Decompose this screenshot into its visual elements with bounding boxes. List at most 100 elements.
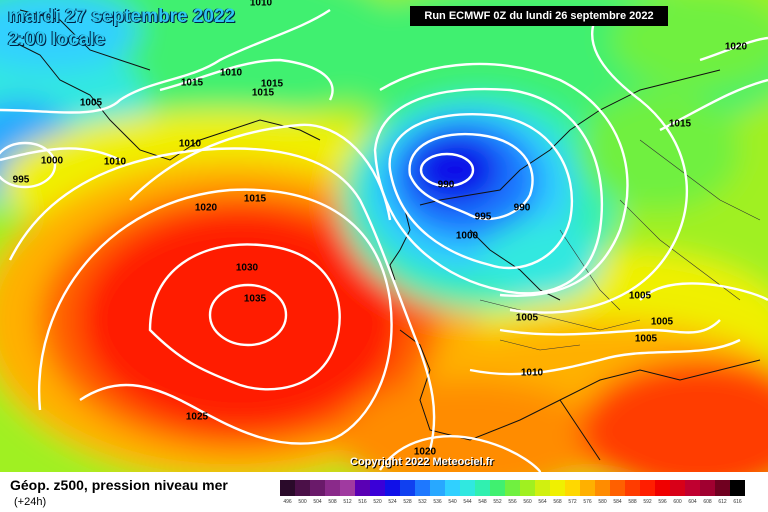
- legend-value: 508: [328, 499, 337, 505]
- legend-value: 568: [553, 499, 562, 505]
- isobar-label: 1010: [520, 367, 544, 379]
- isobar-label: 1010: [103, 156, 127, 168]
- isobar-label: 1025: [185, 411, 209, 423]
- legend-value: 528: [403, 499, 412, 505]
- isobar-label: 995: [12, 174, 30, 186]
- isobar-label: 1000: [40, 155, 64, 167]
- isobar-label: 1035: [243, 293, 267, 305]
- isobar-label: 1005: [650, 316, 674, 328]
- legend-swatch: 576: [580, 480, 595, 505]
- legend-value: 596: [658, 499, 667, 505]
- legend-swatch: 552: [490, 480, 505, 505]
- legend-swatch: 592: [640, 480, 655, 505]
- color-scale: 496 500 504 508 512 516 520 524 528 532 536 540 544 5…: [280, 480, 745, 505]
- legend-value: 552: [493, 499, 502, 505]
- isobar-label: 995: [474, 211, 492, 223]
- legend-swatch: 584: [610, 480, 625, 505]
- legend-value: 532: [418, 499, 427, 505]
- legend-value: 560: [523, 499, 532, 505]
- legend-value: 592: [643, 499, 652, 505]
- isobar-label: 1020: [413, 446, 437, 458]
- legend-swatch: 612: [715, 480, 730, 505]
- legend-value: 612: [718, 499, 727, 505]
- legend-value: 496: [283, 499, 292, 505]
- legend-swatch: 524: [385, 480, 400, 505]
- legend-swatch: 600: [670, 480, 685, 505]
- legend-swatch: 532: [415, 480, 430, 505]
- legend-swatch: 560: [520, 480, 535, 505]
- legend-value: 584: [613, 499, 622, 505]
- forecast-map: mardi 27 septembre 2022 2:00 locale Run …: [0, 0, 768, 472]
- legend-value: 576: [583, 499, 592, 505]
- legend-swatch: 588: [625, 480, 640, 505]
- legend-swatch: 504: [310, 480, 325, 505]
- isobar-label: 1015: [180, 77, 204, 89]
- legend-swatch: 596: [655, 480, 670, 505]
- legend-value: 524: [388, 499, 397, 505]
- isobar-label: 1010: [249, 0, 273, 9]
- isobar-label: 1015: [243, 193, 267, 205]
- legend-value: 520: [373, 499, 382, 505]
- legend-swatch: 528: [400, 480, 415, 505]
- legend-title: Géop. z500, pression niveau mer: [10, 477, 228, 493]
- forecast-date: mardi 27 septembre 2022: [8, 6, 236, 27]
- legend-value: 604: [688, 499, 697, 505]
- forecast-time: 2:00 locale: [8, 29, 106, 50]
- legend-value: 548: [478, 499, 487, 505]
- isobar-label: 1010: [178, 138, 202, 150]
- legend-swatch: 500: [295, 480, 310, 505]
- legend-swatch: 572: [565, 480, 580, 505]
- legend-swatch: 580: [595, 480, 610, 505]
- legend-value: 616: [733, 499, 742, 505]
- legend-value: 580: [598, 499, 607, 505]
- legend-value: 512: [343, 499, 352, 505]
- legend-swatch: 536: [430, 480, 445, 505]
- legend-value: 556: [508, 499, 517, 505]
- isobar-label: 1030: [235, 262, 259, 274]
- legend-value: 500: [298, 499, 307, 505]
- isobar-label: 1005: [515, 312, 539, 324]
- isobars: [0, 9, 768, 472]
- isobar-label: 990: [513, 202, 531, 214]
- legend-swatch: 556: [505, 480, 520, 505]
- legend-swatch: 512: [340, 480, 355, 505]
- legend-swatch: 520: [370, 480, 385, 505]
- legend-value: 564: [538, 499, 547, 505]
- legend-swatch: 568: [550, 480, 565, 505]
- legend-swatch: 616: [730, 480, 745, 505]
- legend-value: 572: [568, 499, 577, 505]
- legend-swatch: 540: [445, 480, 460, 505]
- legend-value: 600: [673, 499, 682, 505]
- isobar-label: 1000: [455, 230, 479, 242]
- legend-swatch: 564: [535, 480, 550, 505]
- isobar-label: 1015: [260, 78, 284, 90]
- isobar-label: 1020: [194, 202, 218, 214]
- legend-value: 608: [703, 499, 712, 505]
- legend-value: 544: [463, 499, 472, 505]
- isobar-label: 1010: [219, 67, 243, 79]
- isobar-label: 1015: [668, 118, 692, 130]
- copyright: Copyright 2022 Meteociel.fr: [350, 456, 494, 468]
- legend-value: 588: [628, 499, 637, 505]
- legend-swatch: 496: [280, 480, 295, 505]
- legend-swatch: 544: [460, 480, 475, 505]
- legend-swatch: 508: [325, 480, 340, 505]
- isobar-label: 1015: [251, 87, 275, 99]
- legend-swatch: 548: [475, 480, 490, 505]
- isobar-label: 1005: [628, 290, 652, 302]
- isobar-label: 1005: [79, 97, 103, 109]
- legend-value: 536: [433, 499, 442, 505]
- run-info-banner: Run ECMWF 0Z du lundi 26 septembre 2022: [410, 6, 668, 26]
- legend-value: 504: [313, 499, 322, 505]
- legend-bar: Géop. z500, pression niveau mer (+24h) 4…: [0, 472, 768, 512]
- geopotential-field: [0, 0, 768, 472]
- legend-value: 516: [358, 499, 367, 505]
- isobar-label: 990: [437, 179, 455, 191]
- isobar-label: 1020: [724, 41, 748, 53]
- legend-value: 540: [448, 499, 457, 505]
- isobar-label: 1005: [634, 333, 658, 345]
- forecast-offset: (+24h): [14, 496, 47, 508]
- legend-swatch: 516: [355, 480, 370, 505]
- legend-swatch: 608: [700, 480, 715, 505]
- legend-swatch: 604: [685, 480, 700, 505]
